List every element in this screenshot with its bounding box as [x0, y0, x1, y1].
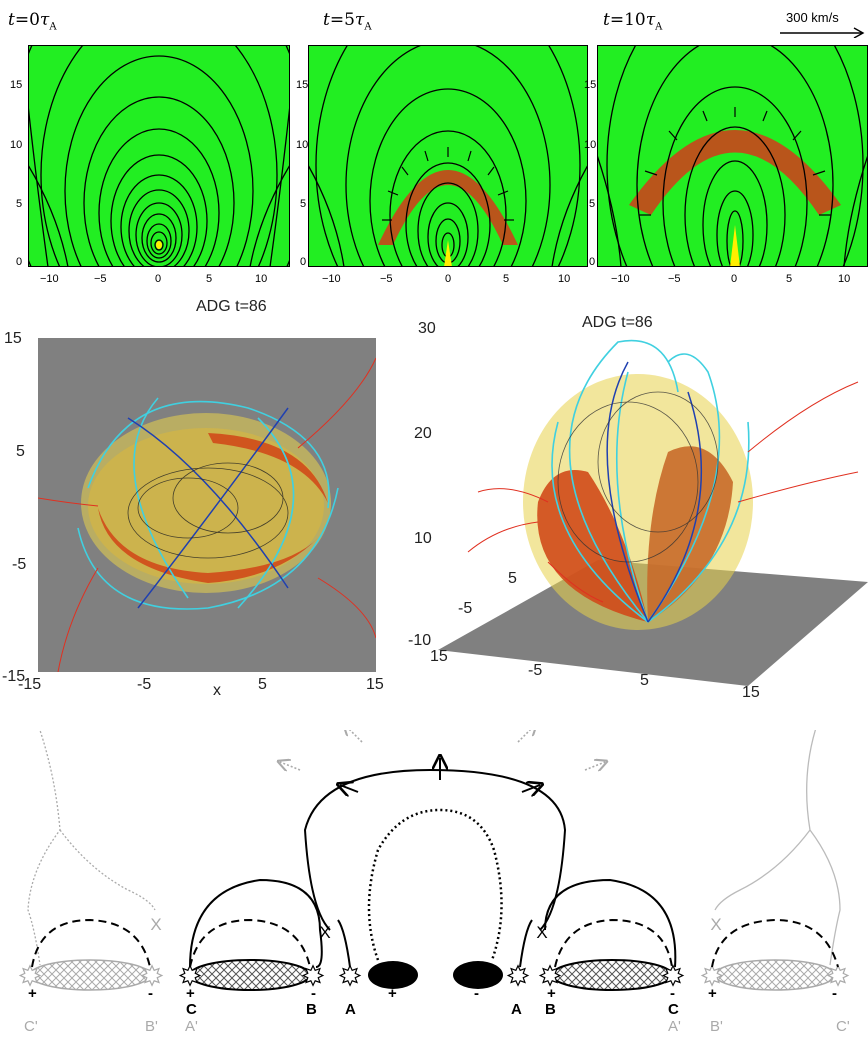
- label-c-left: C: [186, 1001, 197, 1018]
- adg-top-view: [38, 338, 376, 672]
- svg-text:X: X: [319, 923, 330, 942]
- label-c-prime-right: C': [836, 1018, 850, 1035]
- top-view-ytick-m5: -5: [12, 556, 27, 573]
- p3-xtick-10: 10: [838, 273, 851, 285]
- persp-xtick-15: 15: [742, 684, 760, 701]
- sign-8: -: [670, 985, 675, 1002]
- p2-xtick-10: 10: [558, 273, 571, 285]
- p1-xtick-m10: −10: [40, 273, 59, 285]
- p1-xtick-10: 10: [255, 273, 268, 285]
- persp-ytick-m5: -5: [458, 600, 473, 617]
- mhd-panel-t5: [308, 45, 588, 267]
- p3-ytick-0: 0: [589, 256, 596, 268]
- sign-5: +: [388, 985, 397, 1002]
- sign-2: -: [148, 985, 153, 1002]
- top-view-xtick-5: 5: [258, 676, 267, 693]
- persp-ztick-30: 30: [418, 320, 436, 337]
- svg-text:✸: ✸: [701, 962, 723, 992]
- svg-text:X: X: [536, 923, 547, 942]
- p2-xtick-m10: −10: [322, 273, 341, 285]
- sign-9: +: [708, 985, 717, 1002]
- top-view-xtick-m15: -15: [18, 676, 42, 693]
- mhd-panel-t0: [28, 45, 290, 267]
- top-view-xlabel: x: [213, 682, 221, 699]
- persp-ytick-5: 5: [508, 570, 517, 587]
- label-a-prime-left: A': [185, 1018, 198, 1035]
- sign-4: -: [311, 985, 316, 1002]
- svg-text:✸: ✸: [302, 962, 324, 992]
- label-b-left: B: [306, 1001, 317, 1018]
- p2-ytick-15: 15: [296, 79, 309, 91]
- p3-xtick-0: 0: [731, 273, 738, 285]
- svg-text:X: X: [150, 915, 161, 934]
- p1-xtick-5: 5: [206, 273, 213, 285]
- sign-6: -: [474, 985, 479, 1002]
- label-c-right: C: [668, 1001, 679, 1018]
- scale-arrow: [780, 27, 865, 38]
- sign-3: +: [186, 985, 195, 1002]
- right-3d-title: ADG t=86: [582, 314, 653, 331]
- p3-ytick-15: 15: [584, 79, 597, 91]
- adg-perspective-view: [438, 339, 868, 686]
- persp-xtick-m5: -5: [528, 662, 543, 679]
- left-3d-title: ADG t=86: [196, 298, 267, 315]
- persp-xtick-m15: 15: [430, 648, 448, 665]
- sign-7: +: [547, 985, 556, 1002]
- panel-3-label: t=10τA: [603, 10, 663, 33]
- persp-ztick-m10: -10: [408, 632, 432, 649]
- label-b-prime-left: B': [145, 1018, 158, 1035]
- p2-ytick-10: 10: [296, 139, 309, 151]
- p2-xtick-0: 0: [445, 273, 452, 285]
- p1-ytick-10: 10: [10, 139, 23, 151]
- top-view-ytick-5: 5: [16, 443, 25, 460]
- p3-ytick-10: 10: [584, 139, 597, 151]
- p2-xtick-5: 5: [503, 273, 510, 285]
- panel-1-label: t=0τA: [8, 10, 57, 33]
- top-view-xtick-15: 15: [366, 676, 384, 693]
- persp-xtick-5: 5: [640, 672, 649, 689]
- svg-text:✸: ✸: [662, 962, 684, 992]
- top-view-ytick-15: 15: [4, 330, 22, 347]
- p1-ytick-0: 0: [16, 256, 23, 268]
- breakout-diagram: ✸ ✸ ✸ ✸ ✸ ✸ ✸ ✸ ✸ ✸ X: [19, 730, 849, 993]
- p1-ytick-5: 5: [16, 198, 23, 210]
- p2-ytick-5: 5: [300, 198, 307, 210]
- svg-text:X: X: [710, 915, 721, 934]
- label-c-prime-left: C': [24, 1018, 38, 1035]
- p3-xtick-m5: −5: [668, 273, 681, 285]
- p3-xtick-m10: −10: [611, 273, 630, 285]
- label-a-right: A: [511, 1001, 522, 1018]
- svg-text:✸: ✸: [179, 962, 201, 992]
- p2-ytick-0: 0: [300, 256, 307, 268]
- top-view-xtick-m5: -5: [137, 676, 152, 693]
- label-a-left: A: [345, 1001, 356, 1018]
- p1-xtick-0: 0: [155, 273, 162, 285]
- sign-10: -: [832, 985, 837, 1002]
- top-view-ytick-m15: -15: [2, 668, 26, 685]
- scale-label: 300 km/s: [786, 10, 839, 25]
- p3-ytick-5: 5: [589, 198, 596, 210]
- panel-2-label: t=5τA: [323, 10, 372, 33]
- label-a-prime-right: A': [668, 1018, 681, 1035]
- svg-text:✸: ✸: [339, 962, 361, 992]
- persp-ztick-10: 10: [414, 530, 432, 547]
- p3-xtick-5: 5: [786, 273, 793, 285]
- mhd-panel-t10: [597, 45, 868, 267]
- p1-ytick-15: 15: [10, 79, 23, 91]
- label-b-right: B: [545, 1001, 556, 1018]
- svg-text:✸: ✸: [19, 962, 41, 992]
- p1-xtick-m5: −5: [94, 273, 107, 285]
- p2-xtick-m5: −5: [380, 273, 393, 285]
- sign-1: +: [28, 985, 37, 1002]
- persp-ztick-20: 20: [414, 425, 432, 442]
- svg-text:✸: ✸: [141, 962, 163, 992]
- svg-text:✸: ✸: [539, 962, 561, 992]
- svg-text:✸: ✸: [507, 962, 529, 992]
- svg-text:✸: ✸: [827, 962, 849, 992]
- label-b-prime-right: B': [710, 1018, 723, 1035]
